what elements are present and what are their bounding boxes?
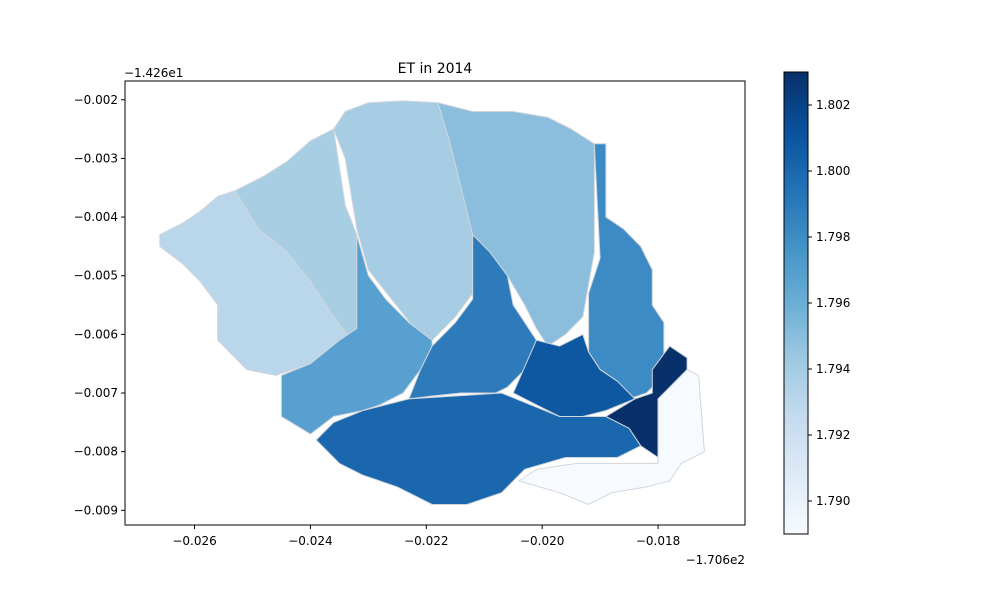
- y-tick-label: −0.003: [74, 151, 118, 165]
- x-tick-label: −0.026: [172, 534, 216, 548]
- colorbar-ticks: 1.790 1.792 1.794 1.796 1.798 1.800 1.802: [808, 98, 850, 508]
- region-north-east: [437, 101, 595, 347]
- y-tick-label: −0.004: [74, 210, 118, 224]
- colorbar-tick-label: 1.798: [816, 230, 850, 244]
- x-tick-label: −0.024: [288, 534, 332, 548]
- plot-frame: [124, 80, 746, 526]
- y-axis: −0.002 −0.003 −0.004 −0.005 −0.006 −0.007 −0.0…: [74, 93, 125, 517]
- colorbar-gradient: [783, 71, 809, 535]
- colorbar-tick-label: 1.794: [816, 362, 850, 376]
- region-south: [315, 392, 642, 505]
- x-offset-label: −1.706e2: [686, 553, 745, 567]
- y-tick-label: −0.005: [74, 269, 118, 283]
- y-tick-label: −0.007: [74, 386, 118, 400]
- region-east: [588, 143, 665, 400]
- colorbar-tick-label: 1.790: [816, 494, 850, 508]
- colorbar-tick-label: 1.802: [816, 98, 850, 112]
- colorbar-tick-label: 1.796: [816, 296, 850, 310]
- colorbar-tick-label: 1.792: [816, 428, 850, 442]
- y-tick-label: −0.008: [74, 445, 118, 459]
- region-south-east-min: [517, 368, 705, 506]
- region-mid-west: [280, 234, 433, 435]
- region-north-central: [333, 100, 474, 341]
- x-axis: −0.026 −0.024 −0.022 −0.020 −0.018: [172, 525, 680, 548]
- x-tick-label: −0.022: [404, 534, 448, 548]
- y-tick-label: −0.006: [74, 327, 118, 341]
- x-tick-label: −0.018: [636, 534, 680, 548]
- y-tick-label: −0.002: [74, 93, 118, 107]
- colorbar-tick-label: 1.800: [816, 164, 850, 178]
- x-tick-label: −0.020: [520, 534, 564, 548]
- y-tick-label: −0.009: [74, 503, 118, 517]
- map-regions: [159, 100, 705, 506]
- y-offset-label: −1.426e1: [124, 66, 183, 80]
- colorbar: 1.790 1.792 1.794 1.796 1.798 1.800 1.802: [783, 71, 850, 535]
- chart-title: ET in 2014: [398, 61, 473, 77]
